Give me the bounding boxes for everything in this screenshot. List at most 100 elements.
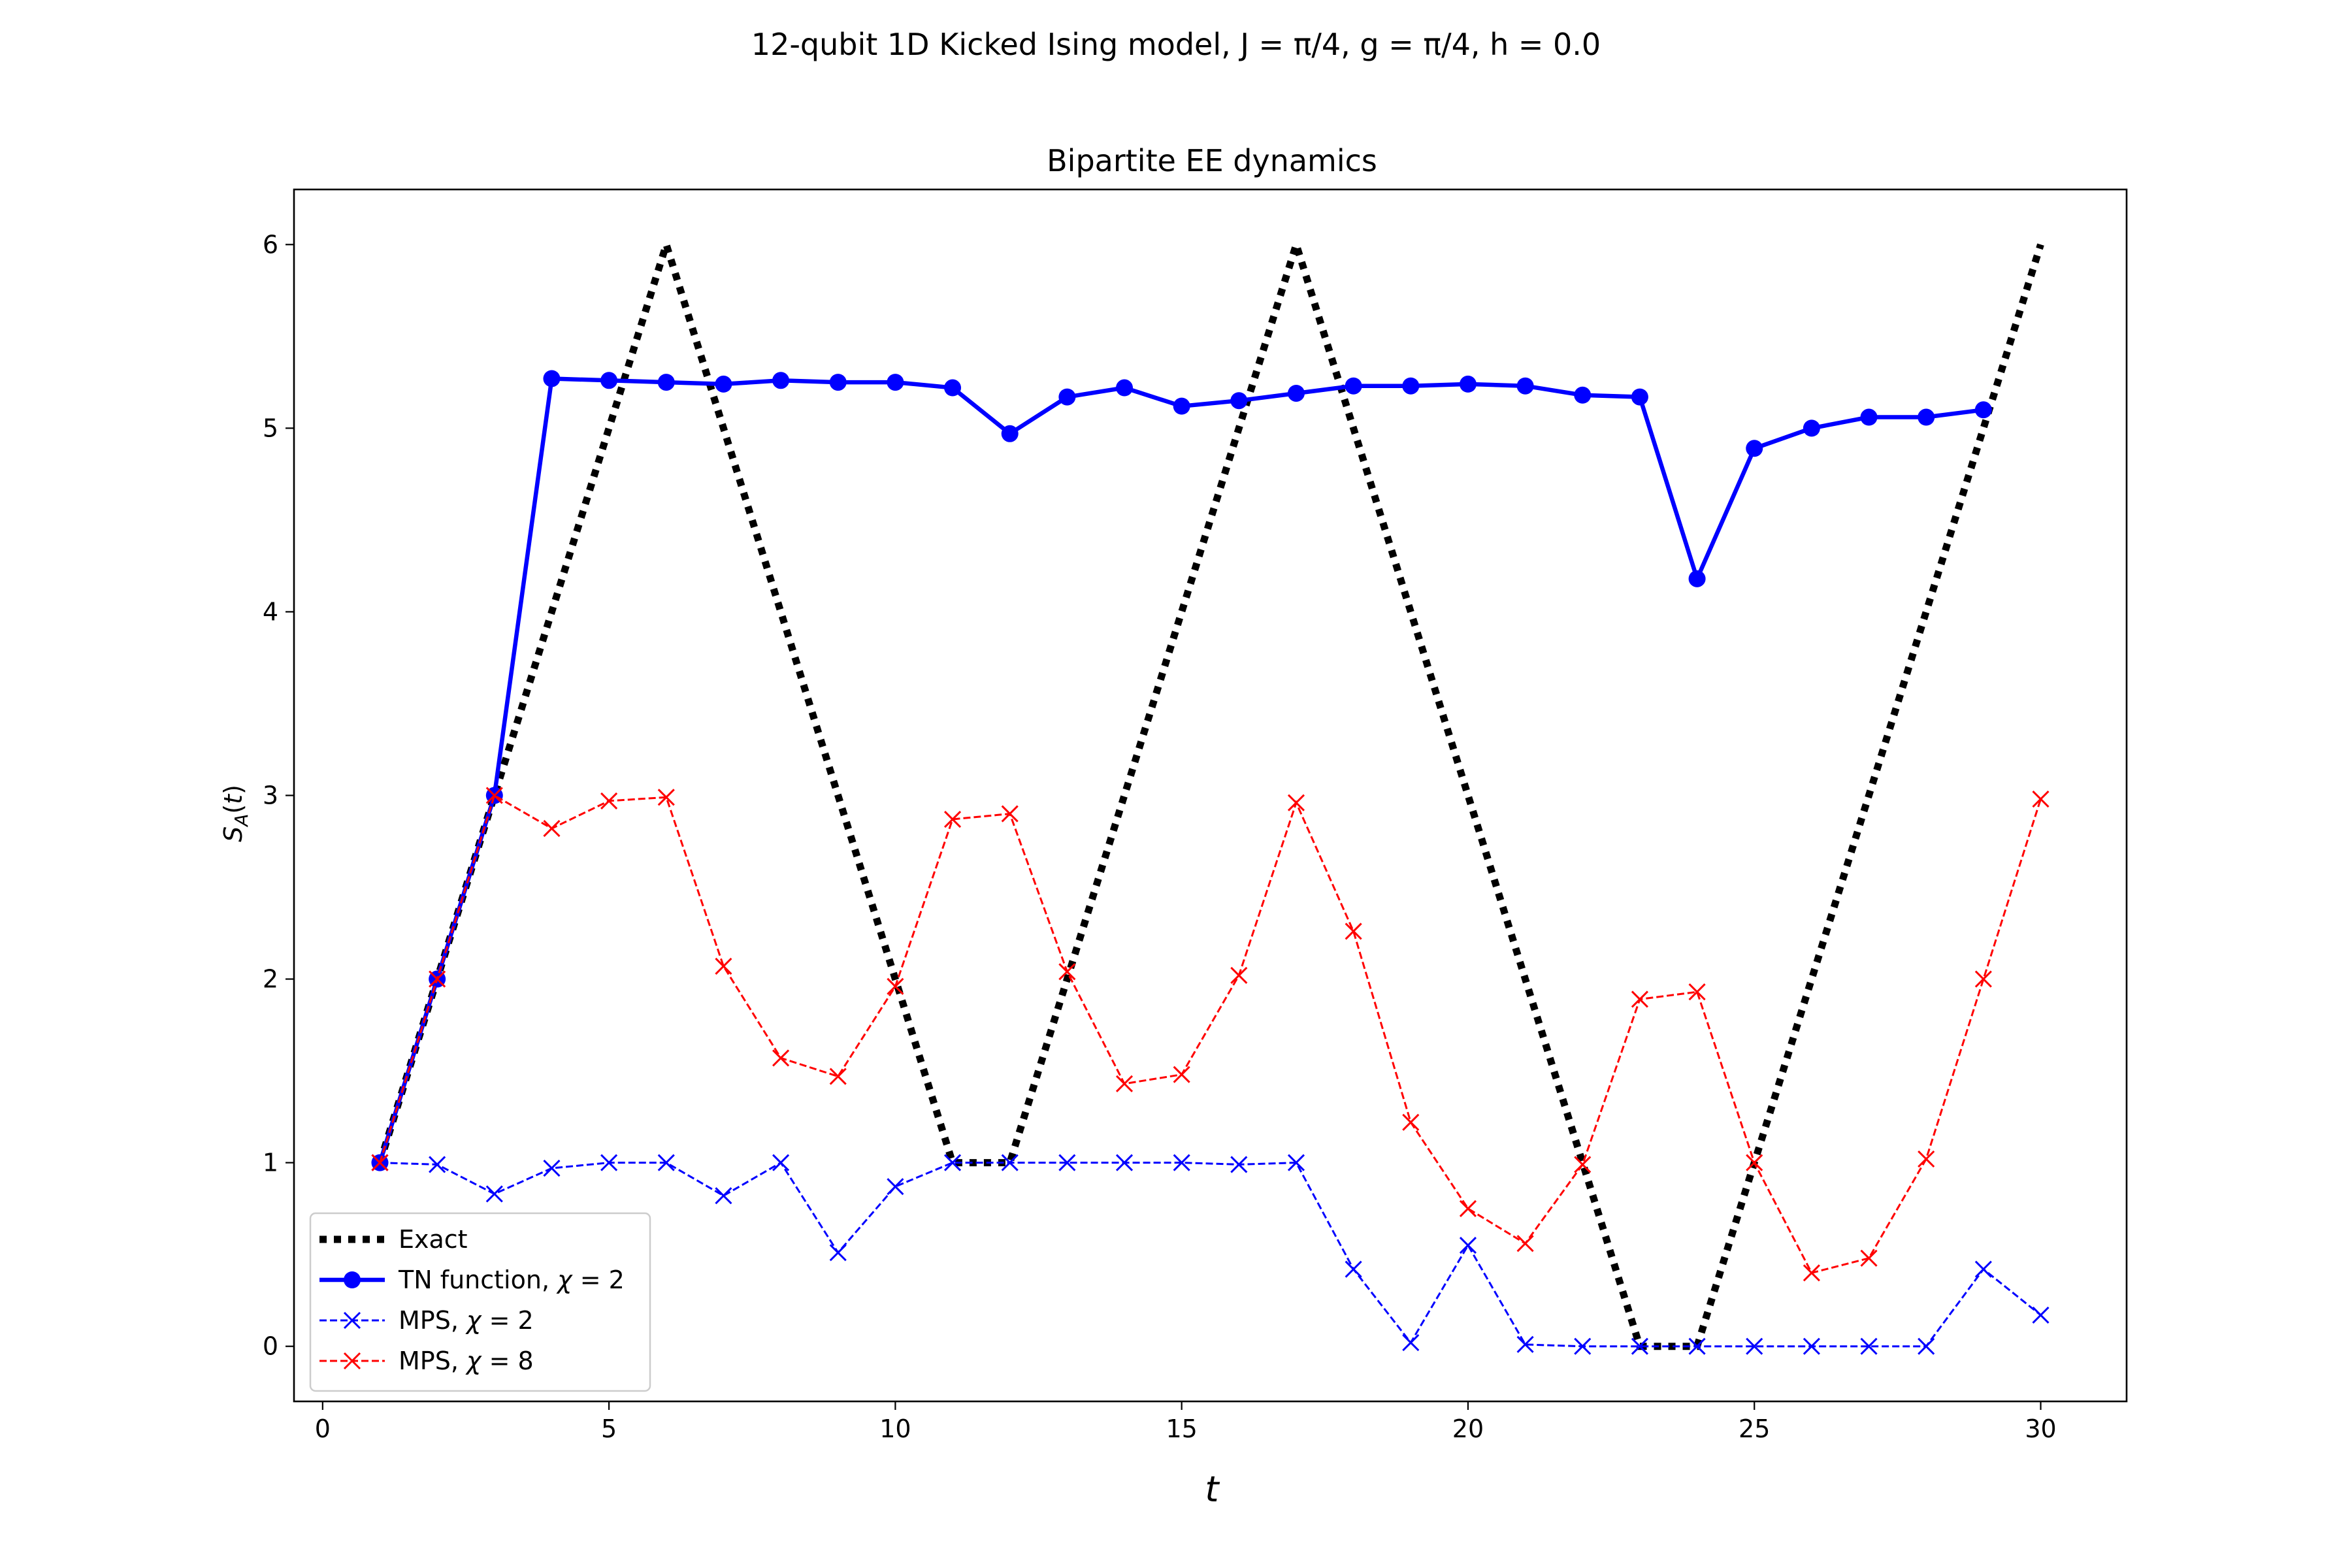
data-point: [1574, 386, 1592, 404]
data-point: [1803, 419, 1820, 437]
data-point: [1918, 1150, 1935, 1168]
data-point: [1746, 440, 1763, 457]
data-point: [1058, 1154, 1076, 1171]
data-point: [944, 379, 962, 397]
legend-label: TN function, χ = 2: [398, 1266, 625, 1294]
y-tick-label: 1: [263, 1149, 278, 1177]
data-point: [1001, 1154, 1019, 1171]
data-point: [1402, 1333, 1420, 1352]
data-point: [1516, 1235, 1534, 1252]
x-axis-ticks: 0 5 10 15 20 25 30: [315, 1401, 2057, 1443]
data-point: [943, 1154, 962, 1171]
data-point: [1860, 1337, 1878, 1355]
data-point: [1860, 1249, 1878, 1267]
legend-entry: MPS, χ = 2: [319, 1306, 534, 1335]
data-point: [1058, 388, 1076, 406]
data-point: [715, 1187, 732, 1205]
data-point: [1001, 425, 1019, 442]
legend: Exact TN function, χ = 2 MPS, χ = 2 MPS, χ …: [309, 1212, 651, 1392]
x-tick-label: 5: [601, 1414, 617, 1443]
series-line: [376, 232, 2044, 1350]
data-point: [772, 372, 790, 389]
data-point: [429, 970, 446, 988]
data-point: [1516, 377, 1534, 395]
data-point: [657, 789, 675, 806]
y-tick-label: 3: [263, 781, 278, 810]
data-point: [485, 1185, 503, 1203]
data-point: [1459, 1200, 1477, 1217]
data-point: [1459, 375, 1477, 393]
data-point: [543, 820, 561, 838]
data-point: [829, 1244, 847, 1262]
data-point: [1688, 570, 1706, 587]
y-tick-label: 4: [263, 597, 278, 626]
legend-label: MPS, χ = 2: [399, 1306, 534, 1335]
legend-label: MPS, χ = 8: [399, 1347, 534, 1375]
data-point: [715, 957, 732, 975]
data-point: [1287, 794, 1305, 811]
series-0: [376, 232, 2044, 1350]
data-point: [1001, 805, 1019, 823]
data-point: [657, 1154, 675, 1171]
data-point: [1345, 1260, 1362, 1278]
data-point: [1287, 1154, 1305, 1171]
x-tick-label: 20: [1452, 1414, 1484, 1443]
legend-entry: MPS, χ = 8: [319, 1347, 534, 1375]
data-point: [600, 372, 618, 389]
data-point: [1173, 397, 1190, 415]
legend-marker-sample: [344, 1271, 361, 1288]
data-point: [1631, 990, 1648, 1008]
data-point: [1803, 1264, 1820, 1282]
data-point: [657, 374, 675, 391]
x-tick-label: 15: [1166, 1414, 1197, 1443]
axes-title: Bipartite EE dynamics: [1047, 143, 1377, 178]
data-point: [371, 1154, 389, 1171]
data-point: [429, 1156, 446, 1173]
data-point: [2032, 1306, 2050, 1324]
data-point: [1345, 377, 1362, 395]
data-point: [1115, 1075, 1134, 1092]
legend-marker-sample: [343, 1352, 361, 1370]
x-tick-label: 10: [879, 1414, 911, 1443]
data-point: [1116, 379, 1134, 397]
data-point: [1918, 1337, 1935, 1355]
data-point: [772, 1154, 790, 1171]
data-point: [1631, 1337, 1648, 1355]
legend-label: Exact: [399, 1225, 468, 1254]
data-point: [1688, 1337, 1706, 1355]
data-point: [1860, 408, 1878, 426]
series-2: [371, 1154, 2050, 1355]
series-line: [379, 794, 2042, 1275]
y-tick-label: 6: [263, 230, 278, 259]
series-line: [378, 376, 1984, 1164]
data-point: [1115, 1154, 1134, 1171]
y-axis-label: SA(t): [219, 785, 252, 842]
data-point: [1173, 1066, 1190, 1083]
data-point: [1402, 377, 1420, 395]
series-layer: [371, 232, 2050, 1355]
data-point: [1974, 970, 1992, 988]
data-point: [1574, 1337, 1592, 1355]
legend-marker-sample: [343, 1311, 361, 1330]
data-point: [887, 1178, 904, 1196]
data-point: [1631, 388, 1648, 406]
series-3: [371, 787, 2050, 1282]
data-point: [1974, 1260, 1992, 1278]
data-point: [1746, 1154, 1763, 1171]
data-point: [887, 977, 904, 995]
data-point: [485, 787, 503, 804]
data-point: [1230, 966, 1248, 985]
data-point: [1230, 392, 1248, 410]
data-point: [1459, 1237, 1477, 1254]
y-tick-label: 5: [263, 414, 278, 442]
data-point: [772, 1049, 790, 1067]
data-point: [1574, 1156, 1592, 1173]
data-point: [887, 374, 904, 391]
y-tick-label: 0: [263, 1332, 278, 1361]
data-point: [1688, 983, 1706, 1001]
data-point: [1918, 408, 1935, 426]
data-point: [600, 792, 618, 809]
data-point: [1230, 1156, 1248, 1173]
data-point: [943, 810, 962, 828]
